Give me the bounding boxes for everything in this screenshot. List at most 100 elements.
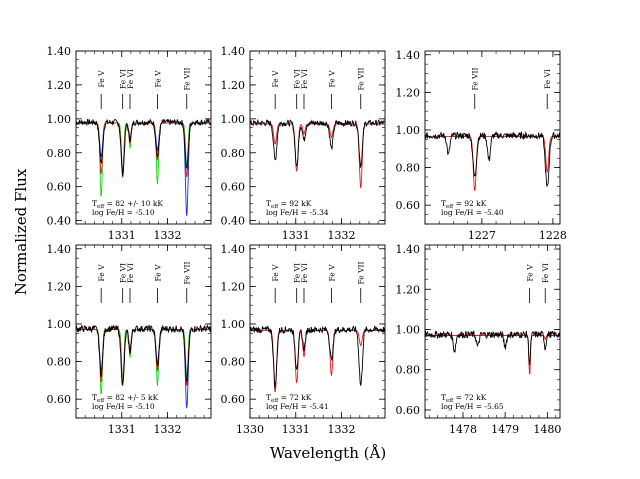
observed-spectrum-line — [250, 325, 385, 389]
y-tick-label: 0.60 — [221, 393, 246, 406]
plot-frame — [424, 244, 561, 419]
line-id-label: Fe V — [97, 264, 106, 282]
line-id-label: Fe VI — [543, 69, 552, 89]
model-spectrum-line — [76, 122, 211, 178]
line-id-label: Fe VI — [119, 69, 128, 89]
y-tick-label: 1.20 — [396, 283, 421, 296]
line-id-label: Fe VI — [541, 263, 550, 283]
observed-spectrum-line — [425, 130, 560, 187]
panel-bottom-right: 0.60 0.80 1.00 1.20 1.40 1478 1479 1480 Fe V Fe V… — [396, 243, 562, 436]
line-id-label: Fe VII — [183, 67, 192, 90]
spectra — [76, 324, 211, 409]
y-tick-label: 1.00 — [221, 113, 246, 126]
y-tick-label: 1.00 — [47, 113, 72, 126]
spectra — [250, 325, 385, 393]
x-tick-label: 1228 — [539, 229, 567, 242]
observed-spectrum-line — [76, 118, 211, 177]
y-tick-label: 1.00 — [396, 124, 421, 137]
y-tick-label: 1.40 — [396, 243, 421, 256]
y-tick-label: 1.00 — [221, 318, 246, 331]
y-tick-label: 1.40 — [221, 243, 246, 256]
y-tick-label: 0.80 — [221, 356, 246, 369]
x-tick-label: 1332 — [328, 229, 356, 242]
line-id-label: Fe V — [327, 264, 336, 282]
x-tick-label: 1330 — [236, 423, 264, 436]
y-tick-label: 1.20 — [47, 280, 72, 293]
line-id-label: Fe VII — [357, 261, 366, 284]
y-tick-label: 0.40 — [47, 215, 72, 228]
y-tick-label: 0.40 — [221, 215, 246, 228]
model-spectrum-line — [250, 123, 385, 189]
y-tick-label: 0.80 — [396, 364, 421, 377]
observed-spectrum-line — [425, 330, 560, 366]
plot-frame — [249, 244, 386, 419]
line-id-label: Fe VII — [357, 67, 366, 90]
spectra — [76, 118, 211, 216]
panel-top-left: 0.40 0.60 0.80 1.00 1.20 1.40 1331 1332 Fe V Fe V… — [47, 45, 212, 242]
x-tick-label: 1479 — [491, 423, 519, 436]
line-id-label: Fe V — [327, 70, 336, 88]
spectra — [425, 130, 560, 192]
line-id-label: Fe VI — [126, 263, 135, 283]
line-id-label: Fe VI — [126, 69, 135, 89]
y-tick-label: 0.60 — [47, 181, 72, 194]
line-id-label: Fe V — [526, 264, 535, 282]
model-spectrum-line — [425, 136, 560, 192]
panel-top-middle: 0.40 0.60 0.80 1.00 1.20 1.40 1331 1332 Fe V Fe V… — [221, 45, 386, 242]
spectra — [250, 118, 385, 189]
line-id-label: Fe V — [153, 264, 162, 282]
line-id-label: Fe VI — [300, 263, 309, 283]
model-spectrum-line — [425, 335, 560, 374]
line-id-label: Fe V — [271, 264, 280, 282]
x-tick-label: 1480 — [533, 423, 561, 436]
plot-frame — [75, 50, 212, 225]
model-spectrum-line — [76, 329, 211, 395]
y-tick-label: 0.80 — [221, 147, 246, 160]
x-tick-label: 1332 — [328, 423, 356, 436]
line-id-label: Fe V — [97, 70, 106, 88]
y-tick-label: 0.60 — [221, 181, 246, 194]
x-tick-label: 1227 — [468, 229, 496, 242]
line-id-label: Fe V — [153, 70, 162, 88]
y-tick-label: 1.40 — [221, 45, 246, 58]
y-tick-label: 0.80 — [47, 147, 72, 160]
x-tick-label: 1331 — [282, 229, 310, 242]
y-tick-label: 1.40 — [47, 45, 72, 58]
abundance-annotation: log Fe/H = -5.34 — [266, 208, 329, 217]
model-spectrum-line — [76, 122, 211, 197]
y-tick-label: 1.00 — [396, 323, 421, 336]
teff-annotation: Teff = 92 kK — [266, 199, 312, 210]
y-tick-label: 0.60 — [396, 404, 421, 417]
line-id-label: Fe VII — [183, 261, 192, 284]
teff-annotation: Teff = 92 kK — [441, 199, 487, 210]
observed-spectrum-line — [250, 118, 385, 168]
x-tick-label: 1332 — [154, 423, 182, 436]
teff-annotation: Teff = 82 +/- 10 kK — [92, 199, 163, 210]
y-tick-label: 1.40 — [396, 49, 421, 62]
x-tick-label: 1332 — [154, 229, 182, 242]
y-tick-label: 0.80 — [47, 356, 72, 369]
abundance-annotation: log Fe/H = -5.40 — [441, 208, 504, 217]
line-id-label: Fe VI — [293, 263, 302, 283]
plot-frame — [75, 244, 212, 419]
x-tick-label: 1478 — [449, 423, 477, 436]
model-spectrum-line — [250, 330, 385, 393]
y-tick-label: 1.00 — [47, 318, 72, 331]
x-tick-label: 1331 — [108, 229, 136, 242]
y-tick-label: 1.40 — [47, 243, 72, 256]
line-id-label: Fe VI — [119, 263, 128, 283]
panel-top-right: 0.60 0.80 1.00 1.20 1.40 1227 1228 Fe VII Fe VI T… — [396, 49, 567, 242]
abundance-annotation: log Fe/H = -5.10 — [92, 208, 155, 217]
line-id-label: Fe V — [271, 70, 280, 88]
plot-frame — [249, 50, 386, 225]
abundance-annotation: log Fe/H = -5.10 — [92, 402, 155, 411]
teff-annotation: Teff = 72 kK — [266, 393, 312, 404]
spectra — [425, 330, 560, 374]
y-axis-label: Normalized Flux — [12, 168, 30, 295]
abundance-annotation: log Fe/H = -5.41 — [266, 402, 329, 411]
teff-annotation: Teff = 82 +/- 5 kK — [92, 393, 159, 404]
y-tick-label: 0.60 — [47, 393, 72, 406]
line-id-label: Fe VII — [471, 67, 480, 90]
